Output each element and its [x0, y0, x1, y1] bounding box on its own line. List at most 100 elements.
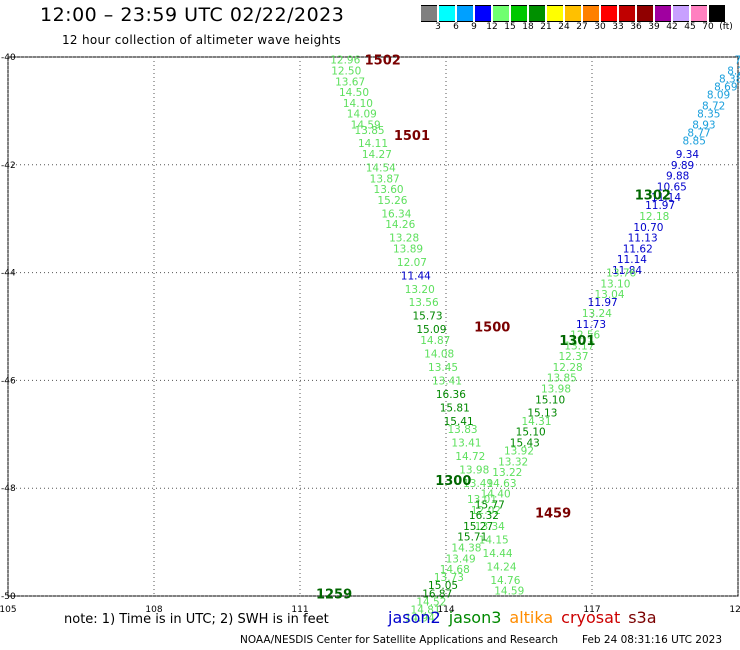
swh-data-label: 13.83 — [448, 424, 478, 436]
scale-swatch — [493, 5, 509, 22]
swh-data-label: 14.52 — [416, 596, 446, 608]
y-tick-label: -46 — [1, 376, 16, 386]
track-pass-label: 1259 — [316, 587, 352, 602]
scale-label: 30 — [594, 22, 606, 32]
swh-data-label: 13.28 — [389, 233, 419, 245]
scale-swatch — [637, 5, 653, 22]
swh-data-label: 14.40 — [481, 489, 511, 501]
swh-data-label: 10.70 — [633, 222, 663, 234]
scale-label: 15 — [504, 22, 516, 32]
swh-data-label: 13.60 — [374, 184, 404, 196]
swh-data-label: 8.69 — [714, 82, 737, 94]
swh-data-label: 12.28 — [553, 362, 583, 374]
scale-label: 70 — [702, 22, 714, 32]
swh-data-label: 15.41 — [444, 416, 474, 428]
note-text: note: 1) Time is in UTC; 2) SWH is in fe… — [64, 612, 329, 627]
swh-data-label: 11.44 — [401, 270, 431, 282]
swh-data-label: 8.2 — [727, 65, 740, 77]
x-tick-label: 111 — [291, 605, 308, 615]
scale-label: 42 — [666, 22, 678, 32]
swh-data-label: 7 — [735, 55, 740, 67]
swh-data-label: 8.72 — [702, 101, 725, 113]
swh-data-label: 13.04 — [594, 289, 624, 301]
swh-data-label: 13.17 — [564, 340, 594, 352]
footer-timestamp: Feb 24 08:31:16 UTC 2023 — [582, 634, 722, 646]
swh-data-label: 15.10 — [516, 427, 546, 439]
swh-data-label: 13.98 — [541, 383, 571, 395]
swh-data-label: 15.26 — [377, 195, 407, 207]
swh-data-label: 14.44 — [483, 548, 513, 560]
swh-data-label: 14.68 — [440, 564, 470, 576]
x-tick-label: 114 — [437, 605, 454, 615]
swh-data-label: 14.72 — [455, 451, 485, 463]
swh-data-label: 13.92 — [504, 445, 534, 457]
scale-label: 27 — [576, 22, 588, 32]
x-tick-label: 105 — [0, 605, 17, 615]
swh-data-label: 12.02 — [471, 505, 501, 517]
scale-label: 36 — [630, 22, 642, 32]
swh-data-label: 11.97 — [645, 200, 675, 212]
chart-subtitle: 12 hour collection of altimeter wave hei… — [62, 33, 341, 47]
track-pass-label: 1300 — [435, 474, 471, 489]
swh-data-label: 13.22 — [492, 467, 522, 479]
swh-data-label: 14.24 — [486, 561, 516, 573]
satellite-name: jason2 — [388, 608, 441, 627]
swh-data-label: 15.09 — [416, 324, 446, 336]
swh-data-label: 14.81 — [411, 604, 441, 616]
track-pass-label: 1500 — [474, 321, 510, 336]
swh-data-label: 14.10 — [343, 98, 373, 110]
scale-swatch — [691, 5, 707, 22]
swh-data-label: 15.43 — [510, 437, 540, 449]
swh-data-label: 12.56 — [570, 330, 600, 342]
scale-swatch — [475, 5, 491, 22]
swh-data-label: 9.34 — [676, 149, 700, 161]
satellite-legend: jason2 jason3 altika cryosat s3a — [388, 608, 665, 627]
swh-data-label: 13.56 — [409, 297, 439, 309]
swh-data-label: 14.11 — [358, 138, 388, 150]
swh-data-label: 14.59 — [494, 586, 524, 598]
swh-data-label: 12.50 — [331, 65, 361, 77]
satellite-name: altika — [509, 608, 554, 627]
swh-data-label: 14.38 — [451, 542, 481, 554]
swh-data-label: 11.97 — [588, 297, 618, 309]
y-tick-label: -42 — [1, 161, 16, 171]
scale-label: 3 — [435, 22, 441, 32]
swh-data-label: 16.34 — [381, 208, 411, 220]
scale-swatch — [421, 5, 437, 22]
swh-data-label: 14.63 — [486, 478, 516, 490]
y-tick-label: -48 — [1, 484, 16, 494]
swh-data-label: 13.34 — [475, 521, 505, 533]
swh-data-label: 13.10 — [600, 278, 630, 290]
track-pass-label: 1302 — [635, 188, 671, 203]
swh-data-label: 13.98 — [459, 464, 489, 476]
swh-data-label: 13.32 — [498, 456, 528, 468]
track-pass-label: 1459 — [535, 506, 571, 521]
x-tick-label: 108 — [145, 605, 162, 615]
scale-label: 33 — [612, 22, 624, 32]
swh-data-label: 13.76 — [606, 268, 636, 280]
swh-data-label: 8.35 — [697, 109, 720, 121]
y-tick-label: -44 — [1, 269, 16, 279]
scale-swatch — [547, 5, 563, 22]
satellite-name: cryosat — [561, 608, 621, 627]
swh-data-label: 15.71 — [457, 532, 487, 544]
swh-data-label: 14.27 — [362, 149, 392, 161]
swh-data-label: 14.09 — [347, 109, 377, 121]
scale-label: 21 — [540, 22, 552, 32]
swh-data-label: 13.49 — [463, 478, 493, 490]
y-tick-label: -50 — [1, 592, 16, 602]
swh-data-label: 15.73 — [412, 311, 442, 323]
swh-data-label: 13.67 — [335, 76, 365, 88]
swh-data-label: 13.20 — [405, 284, 435, 296]
swh-data-label: 8.38 — [719, 74, 740, 86]
swh-data-label: 13.49 — [446, 553, 476, 565]
scale-swatch — [709, 5, 725, 22]
swh-data-label: 13.89 — [393, 243, 423, 255]
swh-data-label: 14.26 — [385, 219, 415, 231]
swh-data-label: 14.08 — [424, 348, 454, 360]
swh-data-label: 14.31 — [521, 416, 551, 428]
swh-data-label: 8.09 — [707, 90, 730, 102]
swh-data-label: 15.77 — [475, 499, 505, 511]
swh-data-label: 12.18 — [639, 211, 669, 223]
satellite-name: jason3 — [448, 608, 502, 627]
